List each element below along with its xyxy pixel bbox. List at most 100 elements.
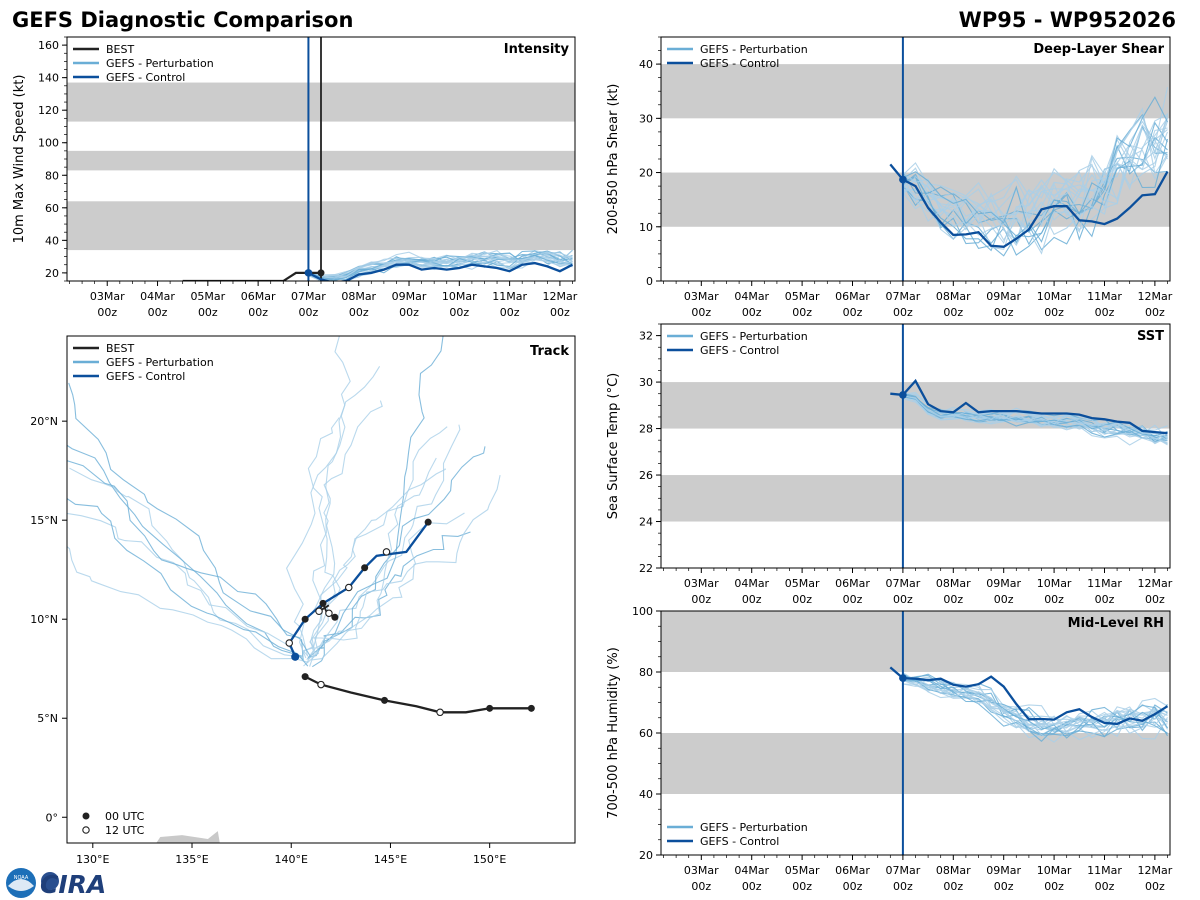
y-tick-label: 60 xyxy=(45,202,59,215)
x-tick-label-hour: 00z xyxy=(1044,880,1064,893)
x-tick-label-hour: 00z xyxy=(1145,880,1165,893)
x-tick-label-date: 12Mar xyxy=(1137,864,1172,877)
y-axis-label: 700-500 hPa Humidity (%) xyxy=(606,647,621,819)
control-line xyxy=(889,666,1169,726)
control-init-marker xyxy=(899,674,907,682)
best-late-12utc-marker xyxy=(325,609,333,618)
x-tick-label: 150°E xyxy=(473,853,506,866)
sst-panel: 22 24 26 28 30 32 03Mar 00z 04Mar 00z 05Mar 00z 06Ma… xyxy=(606,323,1173,606)
perturbation-track-14 xyxy=(311,474,501,661)
perturbation-track-19 xyxy=(299,366,381,659)
panel-title: Mid-Level RH xyxy=(1068,616,1164,631)
y-tick-label: 20°N xyxy=(30,415,58,428)
x-tick-label-hour: 00z xyxy=(500,306,520,319)
x-tick-label-hour: 00z xyxy=(148,306,168,319)
perturbation-track-12 xyxy=(67,497,309,667)
x-tick-label-hour: 00z xyxy=(299,306,319,319)
x-tick-label-hour: 00z xyxy=(691,593,711,606)
x-tick-label: 145°E xyxy=(374,853,407,866)
y-tick-label: 10 xyxy=(639,221,653,234)
x-tick-label-hour: 00z xyxy=(97,306,117,319)
y-tick-label: 20 xyxy=(639,849,653,862)
perturbation-series-19 xyxy=(902,680,1168,734)
x-tick-label-date: 10Mar xyxy=(1037,864,1072,877)
x-tick-label-date: 09Mar xyxy=(392,290,427,303)
legend-label: GEFS - Perturbation xyxy=(700,43,808,56)
perturbation-series-17 xyxy=(902,398,1168,446)
x-tick-label-date: 12Mar xyxy=(1137,577,1172,590)
x-tick-label-hour: 00z xyxy=(893,306,913,319)
x-tick-label-date: 05Mar xyxy=(785,577,820,590)
y-tick-label: 15°N xyxy=(30,514,58,527)
x-tick-label-date: 12Mar xyxy=(543,290,578,303)
x-tick-label-hour: 00z xyxy=(943,880,963,893)
legend-label: BEST xyxy=(106,43,134,56)
storm-id: WP95 - WP952026 xyxy=(959,8,1176,32)
legend-label: GEFS - Perturbation xyxy=(106,356,214,369)
x-tick-label-date: 06Mar xyxy=(835,290,870,303)
x-tick-label-hour: 00z xyxy=(943,306,963,319)
x-tick-label-date: 03Mar xyxy=(90,290,125,303)
y-tick-label: 20 xyxy=(45,267,59,280)
y-tick-label: 80 xyxy=(639,666,653,679)
x-tick-label-hour: 00z xyxy=(1044,306,1064,319)
x-tick-label-hour: 00z xyxy=(1145,593,1165,606)
panel-title: SST xyxy=(1137,329,1164,344)
x-tick-label-hour: 00z xyxy=(742,880,762,893)
y-tick-label: 40 xyxy=(639,58,653,71)
noaa-emblem-text: NOAA xyxy=(14,875,29,881)
legend-label: GEFS - Control xyxy=(700,344,779,357)
perturbation-series-1 xyxy=(902,676,1168,728)
y-tick-label: 40 xyxy=(639,788,653,801)
x-tick-label: 135°E xyxy=(175,853,208,866)
perturbation-track-15 xyxy=(68,382,304,661)
perturbation-series-2 xyxy=(902,676,1168,730)
x-tick-label-date: 04Mar xyxy=(734,864,769,877)
perturbation-track-18 xyxy=(67,460,311,657)
control-00utc-marker xyxy=(301,615,309,623)
y-tick-label: 40 xyxy=(45,234,59,247)
x-tick-label: 140°E xyxy=(275,853,308,866)
perturbation-track-6 xyxy=(312,446,486,668)
best-late-00utc-marker xyxy=(331,613,339,621)
x-tick-label-hour: 00z xyxy=(1095,593,1115,606)
x-tick-label-hour: 00z xyxy=(792,593,812,606)
best-12utc-marker xyxy=(436,708,444,717)
figure-title: GEFS Diagnostic Comparison xyxy=(12,8,353,32)
x-tick-label-hour: 00z xyxy=(1145,306,1165,319)
threshold-band-0 xyxy=(661,475,1170,522)
best-current-marker xyxy=(317,269,325,277)
perturbation-series-3 xyxy=(902,125,1168,256)
x-tick-label-date: 11Mar xyxy=(1087,290,1122,303)
y-tick-label: 0° xyxy=(46,811,59,824)
x-tick-label-hour: 00z xyxy=(248,306,268,319)
best-00utc-marker xyxy=(527,704,535,712)
control-00utc-marker xyxy=(361,564,369,572)
x-tick-label-date: 04Mar xyxy=(734,577,769,590)
perturbation-track-1 xyxy=(303,424,461,667)
x-tick-label-date: 12Mar xyxy=(1137,290,1172,303)
marker-legend-12utc xyxy=(82,826,90,834)
intensity-panel: 20 40 60 80 100 120 140 160 03Mar 00z 04Mar 00z 05Ma… xyxy=(12,36,578,319)
x-tick-label-date: 09Mar xyxy=(986,290,1021,303)
x-tick-label-date: 08Mar xyxy=(936,577,971,590)
x-tick-label-hour: 00z xyxy=(198,306,218,319)
perturbation-series-13 xyxy=(902,113,1169,250)
control-12utc-marker xyxy=(382,548,391,556)
y-tick-label: 160 xyxy=(38,39,59,52)
x-tick-label-date: 11Mar xyxy=(1087,577,1122,590)
x-tick-label-date: 04Mar xyxy=(140,290,175,303)
best-00utc-marker xyxy=(301,673,309,681)
x-tick-label-hour: 00z xyxy=(943,593,963,606)
x-tick-label-hour: 00z xyxy=(349,306,369,319)
perturbation-lines xyxy=(308,249,573,281)
control-12utc-marker xyxy=(285,639,293,647)
best-late-12utc-marker xyxy=(315,607,323,616)
perturbation-track-10 xyxy=(309,512,465,667)
x-tick-label-date: 06Mar xyxy=(835,864,870,877)
land-patch xyxy=(156,831,220,843)
x-tick-label-hour: 00z xyxy=(1095,306,1115,319)
x-tick-label-hour: 00z xyxy=(691,306,711,319)
x-tick-label: 130°E xyxy=(76,853,109,866)
x-tick-label-date: 11Mar xyxy=(1087,864,1122,877)
